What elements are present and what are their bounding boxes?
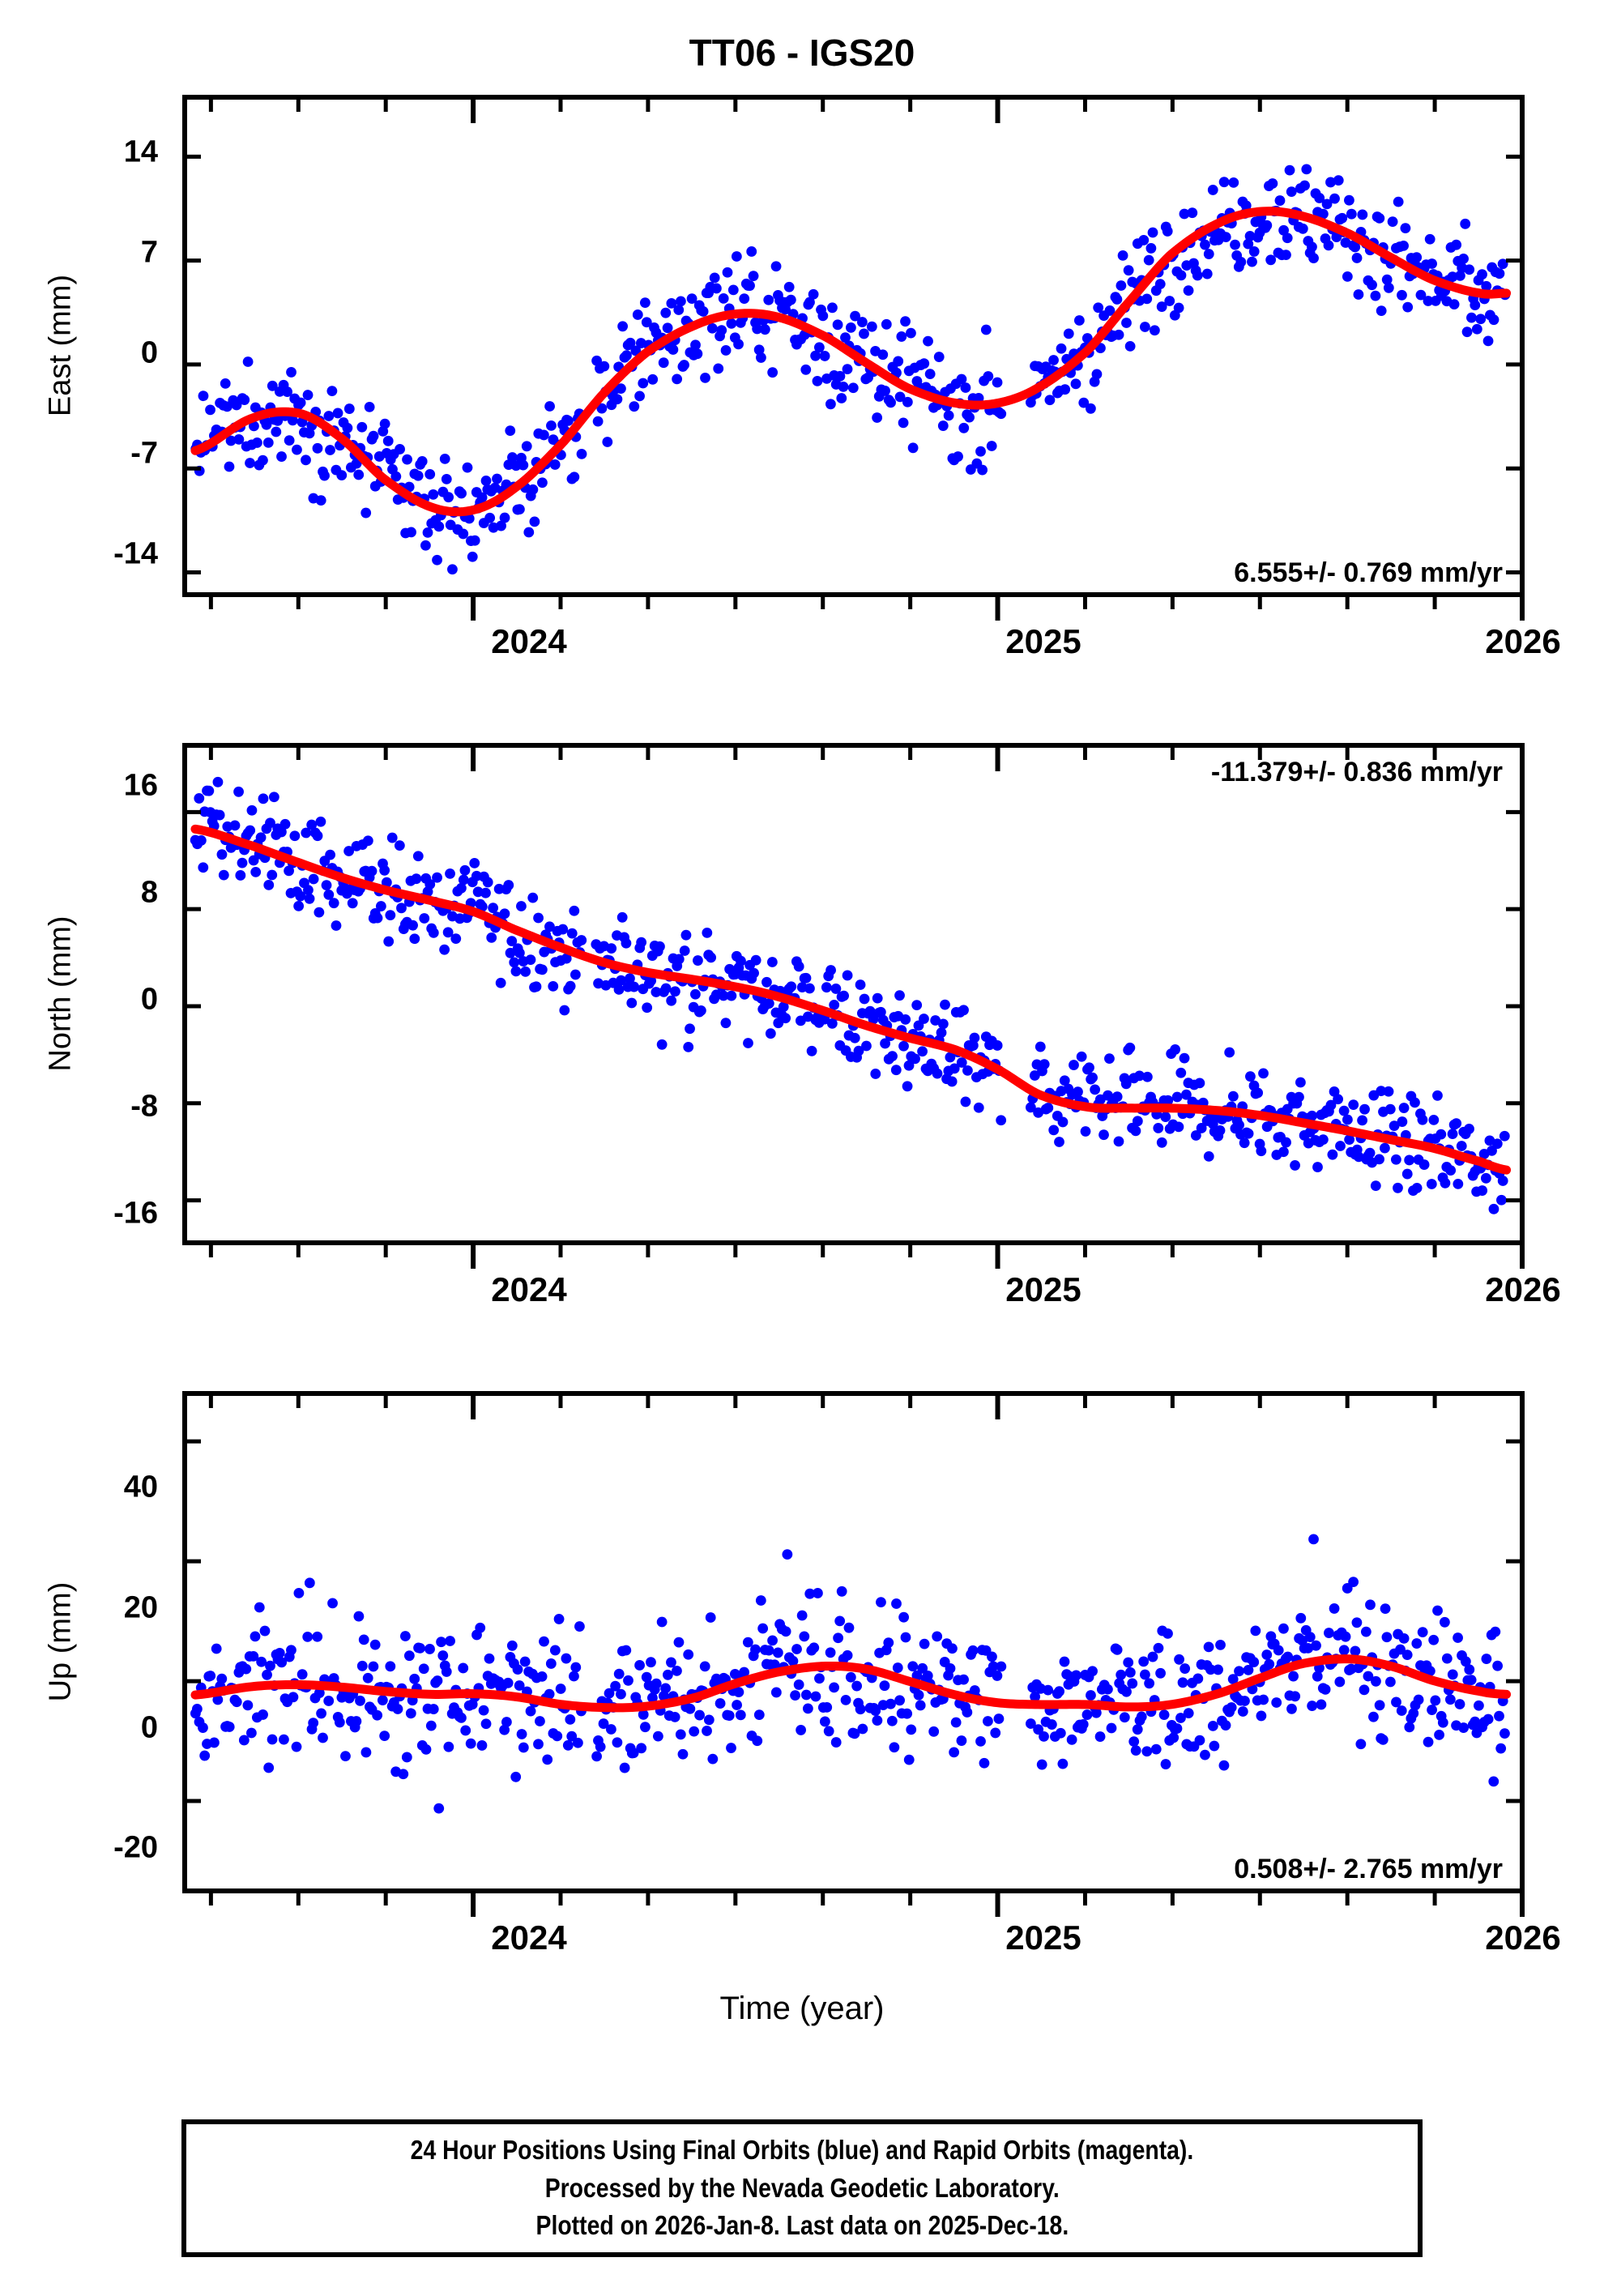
ytick-up-3: -20 bbox=[113, 1830, 158, 1865]
ytick-east-1: 7 bbox=[140, 235, 158, 270]
xtick-north-2024: 2024 bbox=[491, 1270, 567, 1308]
xtick-up-2024: 2024 bbox=[491, 1918, 567, 1957]
panel-up: Up (mm) 40 20 0 -20 0.508+/- 2.765 mm/yr… bbox=[0, 1296, 1604, 2026]
xtick-north-2026: 2026 bbox=[1485, 1270, 1561, 1308]
page-title: TT06 - IGS20 bbox=[689, 32, 915, 74]
ytick-north-3: -8 bbox=[130, 1089, 158, 1124]
footer-caption-box: 24 Hour Positions Using Final Orbits (bl… bbox=[181, 2119, 1423, 2257]
xtick-east-2026: 2026 bbox=[1485, 622, 1561, 660]
footer-line-2: Processed by the Nevada Geodetic Laborat… bbox=[544, 2172, 1060, 2203]
plot-canvas-north bbox=[185, 745, 1525, 1269]
footer-line-3: Plotted on 2026-Jan-8. Last data on 2025… bbox=[535, 2210, 1069, 2241]
plot-canvas-up bbox=[185, 1393, 1525, 1917]
ytick-north-1: 8 bbox=[140, 875, 158, 910]
xtick-east-2024: 2024 bbox=[491, 622, 567, 660]
xtick-north-2025: 2025 bbox=[1005, 1270, 1081, 1308]
xaxis-label: Time (year) bbox=[719, 1991, 885, 2026]
panel-east: East (mm) 14 7 0 -7 -14 6.555+/- 0.769 m… bbox=[0, 0, 1604, 664]
ytick-east-2: 0 bbox=[140, 335, 158, 370]
plot-canvas-east bbox=[185, 97, 1525, 621]
ytick-up-0: 40 bbox=[123, 1470, 158, 1504]
xtick-east-2025: 2025 bbox=[1005, 622, 1081, 660]
ytick-north-0: 16 bbox=[123, 768, 158, 803]
xtick-up-2026: 2026 bbox=[1485, 1918, 1561, 1957]
ytick-north-4: -16 bbox=[113, 1196, 158, 1231]
panel-north: North (mm) 16 8 0 -8 -16 -11.379+/- 0.83… bbox=[0, 648, 1604, 1312]
rate-annotation-east: 6.555+/- 0.769 mm/yr bbox=[1234, 557, 1503, 588]
rate-annotation-up: 0.508+/- 2.765 mm/yr bbox=[1234, 1854, 1503, 1884]
ytick-east-0: 14 bbox=[123, 134, 158, 169]
ytick-north-2: 0 bbox=[140, 982, 158, 1017]
xtick-up-2025: 2025 bbox=[1005, 1918, 1081, 1957]
ytick-east-3: -7 bbox=[130, 436, 158, 471]
ytick-up-2: 0 bbox=[140, 1710, 158, 1745]
ytick-up-1: 20 bbox=[123, 1590, 158, 1625]
rate-annotation-north: -11.379+/- 0.836 mm/yr bbox=[1210, 757, 1503, 787]
ytick-east-4: -14 bbox=[113, 536, 158, 571]
footer-line-1: 24 Hour Positions Using Final Orbits (bl… bbox=[410, 2134, 1194, 2165]
plot-frame-north bbox=[182, 743, 1525, 1245]
